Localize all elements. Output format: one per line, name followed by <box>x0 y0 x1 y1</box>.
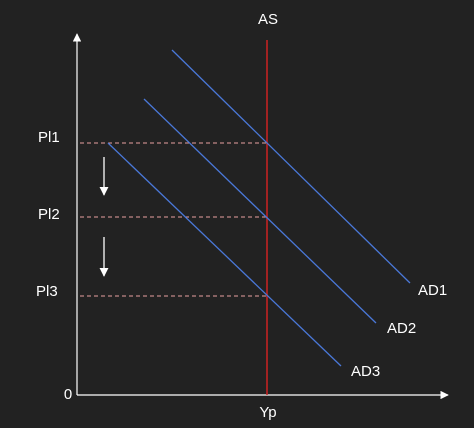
price-level-label: Pl3 <box>36 283 58 300</box>
price-level-label: Pl1 <box>38 129 60 146</box>
ad-label: AD1 <box>418 282 447 299</box>
as-label: AS <box>258 11 278 28</box>
ad-label: AD3 <box>351 363 380 380</box>
ad-line <box>107 142 342 367</box>
x-axis-label: Yp <box>259 404 276 421</box>
ad-label: AD2 <box>387 320 416 337</box>
origin-label: 0 <box>64 386 72 403</box>
ad-line <box>143 98 377 324</box>
ad-line <box>171 49 411 284</box>
price-level-label: Pl2 <box>38 206 60 223</box>
